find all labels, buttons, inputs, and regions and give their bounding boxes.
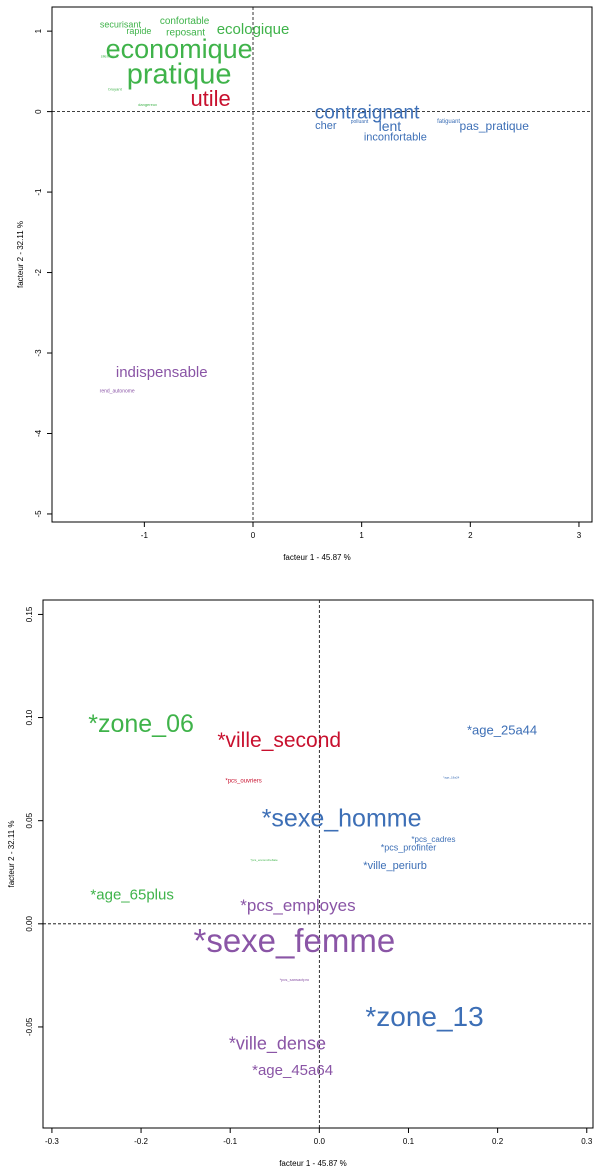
x-tick-label: 0.3	[581, 1137, 593, 1146]
plot-frame-2	[42, 599, 594, 1129]
point-label-rend-autonome: rend_autonome	[100, 389, 135, 395]
point-label-cher: cher	[315, 120, 337, 132]
x-tick-label: 0.1	[403, 1137, 415, 1146]
point-label-age-25a44: *age_25a44	[467, 722, 537, 737]
point-label-polluant: polluant	[351, 119, 369, 125]
y-tick-label: 0.00	[25, 915, 34, 931]
y-tick-label: 0.10	[25, 709, 34, 725]
point-label-confortable: confortable	[160, 16, 210, 27]
y-tick-label: -3	[34, 349, 43, 357]
point-label-pcs-encomcheftate: *pcs_encomcheftate	[250, 858, 278, 862]
x-axis-label: facteur 1 - 45.87 %	[279, 1159, 347, 1168]
y-tick-label: -2	[34, 268, 43, 276]
x-tick-label: 0	[251, 531, 256, 540]
point-label-pcs-employes: *pcs_employes	[240, 896, 355, 915]
y-tick-label: 0	[34, 109, 43, 114]
point-label-sexe-homme: *sexe_homme	[262, 805, 422, 833]
y-tick-label: 1	[34, 28, 43, 33]
point-label-ville-periurb: *ville_periurb	[363, 860, 427, 872]
point-label-age-65plus: *age_65plus	[90, 886, 173, 903]
point-label-contraignant: contraignant	[315, 103, 420, 124]
point-label-zone-13: *zone_13	[365, 1001, 483, 1032]
point-label-indispensable: indispensable	[116, 364, 208, 381]
point-label-zone-06: *zone_06	[88, 710, 194, 738]
y-tick-label: 0.05	[25, 812, 34, 828]
x-tick-label: 0.0	[314, 1137, 326, 1146]
point-label-pcs-profinter: *pcs_profinter	[381, 843, 437, 853]
point-label-economique: economique	[106, 34, 253, 64]
plot-frame-1	[51, 6, 593, 523]
point-label-lent: lent	[379, 118, 402, 134]
point-label-fatiguant: fatiguant	[437, 119, 460, 125]
point-label-silencieux: silencieux	[101, 54, 119, 59]
x-tick-label: 2	[468, 531, 473, 540]
point-label-sexe-femme: *sexe_femme	[193, 922, 395, 959]
point-label-pratique: pratique	[127, 59, 232, 91]
x-tick-label: 0.2	[492, 1137, 504, 1146]
x-tick-label: -0.3	[45, 1137, 59, 1146]
point-label-inconfortable: inconfortable	[364, 131, 427, 143]
point-label-ecologique: ecologique	[217, 21, 290, 38]
point-label-ville-dense: *ville_dense	[229, 1033, 326, 1054]
point-label-reposant: reposant	[166, 27, 205, 38]
y-tick-label: -0.05	[25, 1017, 34, 1036]
point-label-pcs-cadres: *pcs_cadres	[411, 835, 455, 844]
point-label-age-45a64: *age_45a64	[252, 1062, 333, 1079]
point-label-pcs-sansactpro: *pcs_sansactpro	[280, 977, 310, 982]
x-tick-label: -0.1	[223, 1137, 237, 1146]
point-label-utile: utile	[190, 86, 230, 111]
x-axis-label: facteur 1 - 45.87 %	[283, 553, 351, 562]
y-tick-label: -4	[34, 429, 43, 437]
point-label-pcs-ouvriers: *pcs_ouvriers	[225, 779, 261, 785]
y-axis-label: facteur 2 - 32.11 %	[7, 821, 16, 888]
point-label-rapide: rapide	[126, 26, 151, 36]
x-tick-label: 1	[359, 531, 364, 540]
x-tick-label: 3	[577, 531, 582, 540]
y-tick-label: -5	[34, 510, 43, 518]
y-tick-label: -1	[34, 188, 43, 196]
point-label-age-18a24: *age_18a24	[443, 775, 460, 779]
y-tick-label: 0.15	[25, 606, 34, 622]
point-label-dangereux: dangereux	[138, 102, 157, 107]
point-label-pas-pratique: pas_pratique	[460, 119, 530, 133]
y-axis-label: facteur 2 - 32.11 %	[16, 221, 25, 288]
x-tick-label: -0.2	[134, 1137, 148, 1146]
point-label-ville-second: *ville_second	[217, 729, 341, 752]
point-label-securisant: securisant	[100, 20, 142, 30]
point-label-bruyant: bruyant	[108, 87, 122, 92]
x-tick-label: -1	[141, 531, 149, 540]
